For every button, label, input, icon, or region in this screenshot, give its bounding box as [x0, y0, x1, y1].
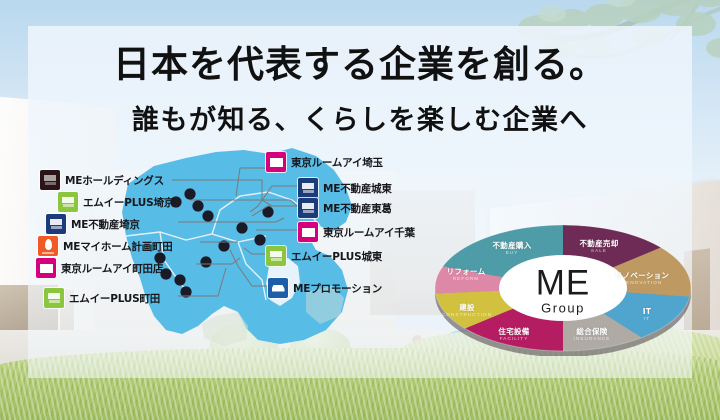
- me-fudosan-tokatsu-logo-icon: [298, 198, 318, 218]
- map-location-dot: [154, 252, 166, 264]
- me-plus-saikyo-logo-icon: [58, 192, 78, 212]
- me-group-center-logo: ME Group: [536, 266, 591, 315]
- tokyo-roomeye-saitama-logo-icon: [266, 152, 286, 172]
- me-promotion-label-text: MEプロモーション: [293, 282, 383, 295]
- me-plus-joto-label-text: エムイーPLUS城東: [291, 250, 383, 263]
- me-holdings-logo-icon: [40, 170, 60, 190]
- tokyo-roomeye-saitama-label-text: 東京ルームアイ埼玉: [291, 156, 383, 169]
- me-group-diagram: ME Group 不動産購入 Buy 不動産売却 Sale リノベーション Renovat…: [432, 224, 694, 356]
- map-label-tokyo-roomeye-machida[interactable]: 東京ルームアイ町田店: [36, 258, 163, 278]
- me-myhome-machida-label-text: MEマイホーム計画町田: [63, 240, 173, 253]
- me-fudosan-tokatsu-label-text: ME不動産東葛: [323, 202, 392, 215]
- me-fudosan-saikyo-logo-icon: [46, 214, 66, 234]
- me-myhome-machida-logo-icon: [38, 236, 58, 256]
- tokyo-roomeye-chiba-label-text: 東京ルームアイ千葉: [323, 226, 415, 239]
- me-fudosan-saikyo-label-text: ME不動産埼京: [71, 218, 140, 231]
- map-label-me-fudosan-joto[interactable]: ME不動産城東: [298, 178, 392, 198]
- map-location-dot: [218, 240, 230, 252]
- map-label-me-fudosan-tokatsu[interactable]: ME不動産東葛: [298, 198, 392, 218]
- tokyo-roomeye-chiba-logo-icon: [298, 222, 318, 242]
- map-label-me-fudosan-saikyo[interactable]: ME不動産埼京: [46, 214, 140, 234]
- map-location-dot: [160, 268, 172, 280]
- me-plus-saikyo-label-text: エムイーPLUS埼京: [83, 196, 175, 209]
- map-location-dot: [254, 234, 266, 246]
- me-promotion-logo-icon: [268, 278, 288, 298]
- page-subtitle: 誰もが知る、くらしを楽しむ企業へ: [132, 105, 588, 136]
- me-plus-machida-logo-icon: [44, 288, 64, 308]
- me-plus-machida-label-text: エムイーPLUS町田: [69, 292, 161, 305]
- map-location-dot: [202, 210, 214, 222]
- me-plus-joto-logo-icon: [266, 246, 286, 266]
- map-location-dot: [184, 188, 196, 200]
- map-location-dot: [192, 200, 204, 212]
- map-label-me-plus-saikyo[interactable]: エムイーPLUS埼京: [58, 192, 174, 212]
- map-location-dot: [262, 206, 274, 218]
- map-location-dot: [180, 286, 192, 298]
- map-location-dot: [174, 274, 186, 286]
- tokyo-roomeye-machida-label-text: 東京ルームアイ町田店: [61, 262, 164, 275]
- map-label-me-promotion[interactable]: MEプロモーション: [268, 278, 382, 298]
- map-label-tokyo-roomeye-saitama[interactable]: 東京ルームアイ埼玉: [266, 152, 383, 172]
- map-location-dot: [200, 256, 212, 268]
- map-label-tokyo-roomeye-chiba[interactable]: 東京ルームアイ千葉: [298, 222, 415, 242]
- me-logo-text: ME: [535, 263, 591, 303]
- me-group-wheel: [434, 224, 692, 356]
- me-fudosan-joto-logo-icon: [298, 178, 318, 198]
- tokyo-roomeye-machida-logo-icon: [36, 258, 56, 278]
- page-title: 日本を代表する企業を創る。: [113, 43, 607, 86]
- group-logo-text: Group: [541, 300, 585, 316]
- map-label-me-holdings[interactable]: MEホールディングス: [40, 170, 164, 190]
- map-label-me-plus-machida[interactable]: エムイーPLUS町田: [44, 288, 160, 308]
- map-label-me-plus-joto[interactable]: エムイーPLUS城東: [266, 246, 382, 266]
- map-location-dot: [236, 222, 248, 234]
- map-label-me-myhome-machida[interactable]: MEマイホーム計画町田: [38, 236, 173, 256]
- me-holdings-label-text: MEホールディングス: [65, 174, 164, 187]
- me-fudosan-joto-label-text: ME不動産城東: [323, 182, 392, 195]
